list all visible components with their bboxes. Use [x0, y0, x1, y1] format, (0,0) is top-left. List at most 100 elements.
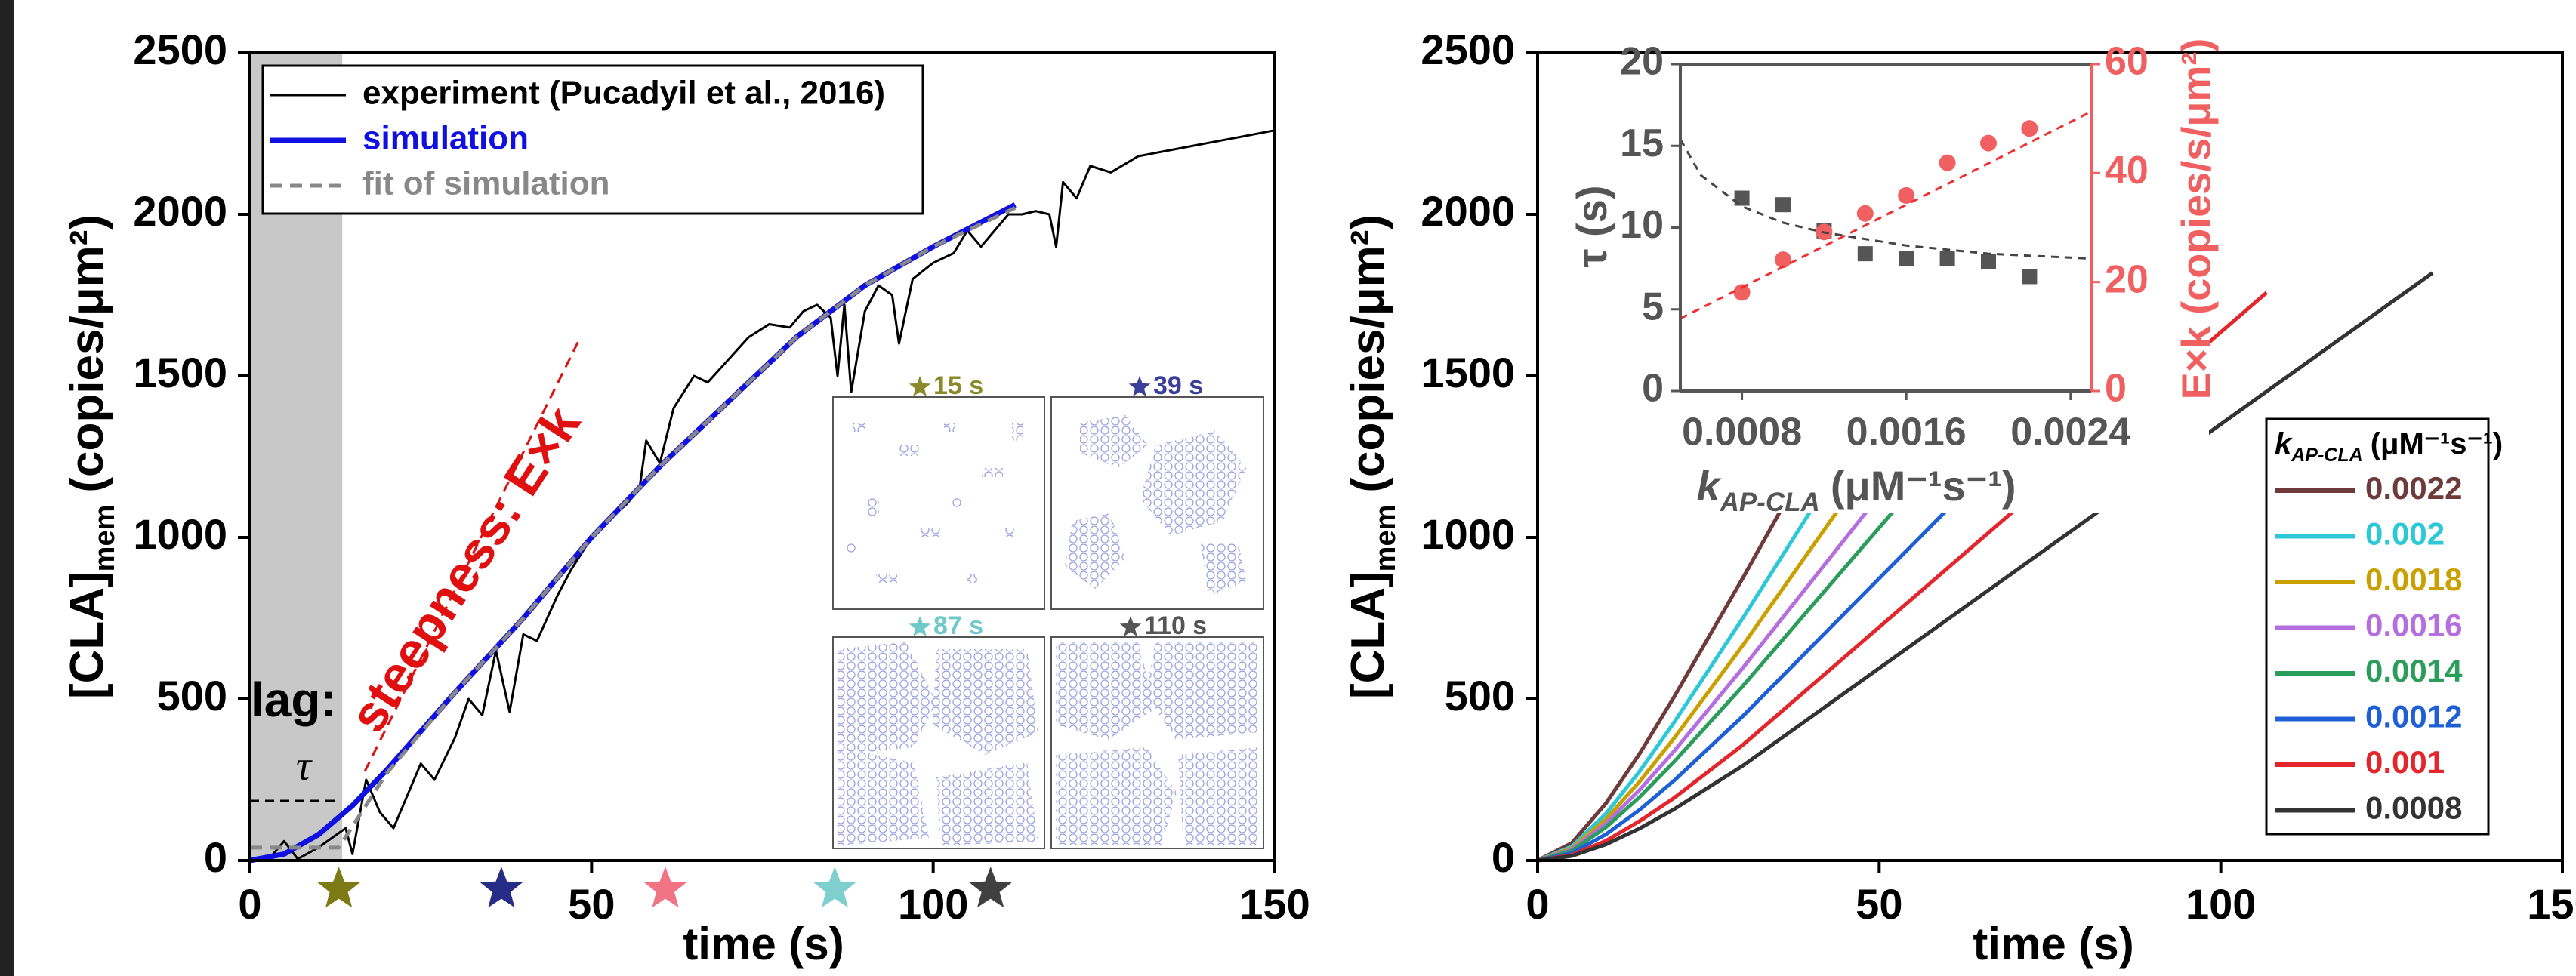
y-tick-label: 1000	[1421, 510, 1515, 558]
y2-axis-label: E×k (copies/s/μm²)	[2173, 38, 2219, 400]
time-marker	[317, 867, 361, 908]
tau-point	[1981, 254, 1996, 269]
rate-point	[1898, 186, 1915, 204]
rate-point	[1775, 251, 1791, 269]
label-sub: AP-CLA	[1720, 488, 1820, 517]
snapshot-content	[1056, 642, 1259, 845]
y-tick-label: 0	[1642, 367, 1664, 411]
tau-point	[1775, 197, 1791, 213]
steepness-label: steepness: E×k	[339, 396, 592, 742]
rate-point	[2021, 120, 2038, 137]
y-tick-label: 2500	[1421, 26, 1515, 73]
snapshot-label: 110 s	[1144, 611, 1207, 640]
tau-point	[1939, 251, 1955, 266]
rate-point	[1733, 284, 1751, 301]
tau-point	[1857, 246, 1873, 262]
snapshot-star	[909, 376, 931, 397]
window-edge	[0, 0, 14, 976]
x-tick-label: 100	[898, 880, 968, 928]
legend-label: 0.001	[2365, 744, 2445, 780]
x-tick-label: 150	[1239, 880, 1310, 928]
snapshot-panel	[832, 396, 1045, 610]
y-axis-label: τ (s)	[1568, 186, 1615, 268]
label-main: k	[2275, 427, 2293, 460]
y2-tick-label: 20	[2105, 257, 2149, 301]
x-tick-label: 0.0024	[2010, 411, 2130, 454]
legend-label: simulation	[362, 120, 529, 157]
label-unit: (copies/μm²)	[61, 214, 113, 493]
snapshot-label: 39 s	[1153, 371, 1203, 400]
rate-point	[1856, 205, 1874, 222]
x-axis-label: time (s)	[683, 919, 844, 969]
y-tick-label: 1000	[133, 510, 227, 558]
snapshot-content	[1065, 415, 1246, 596]
tau-point	[1899, 251, 1914, 266]
snapshot-star	[1128, 376, 1151, 397]
inset-background	[1618, 57, 2209, 513]
x-tick-label: 100	[2186, 880, 2256, 928]
y-tick-label: 15	[1620, 122, 1664, 165]
legend-frame	[261, 64, 924, 215]
legend-label: 0.0022	[2365, 470, 2462, 506]
legend-label: 0.0014	[2365, 653, 2463, 688]
legend-label: experiment (Pucadyil et al., 2016)	[362, 75, 885, 112]
axis-label: kAP-CLA (μM⁻¹s⁻¹)	[2275, 427, 2503, 466]
rate-point	[1939, 154, 1956, 171]
y-tick-label: 500	[157, 672, 227, 719]
y-tick-label: 500	[1445, 672, 1515, 719]
y-tick-label: 2500	[133, 26, 227, 73]
time-marker	[813, 867, 856, 908]
snapshot-content	[846, 423, 1023, 583]
data-line	[1536, 229, 1940, 863]
time-marker	[643, 867, 687, 908]
plot-frame	[248, 51, 1276, 862]
label-main: [CLA]	[61, 571, 113, 699]
legend-label: 0.0012	[2365, 699, 2462, 734]
snapshots: 15 s 39 s 87 s 110 s	[832, 371, 1264, 849]
tau-point	[1734, 190, 1750, 206]
snapshot-star	[1119, 616, 1142, 637]
rate-point	[1980, 134, 1997, 152]
data-line	[249, 129, 1276, 862]
legend-label: fit of simulation	[362, 165, 610, 202]
data-line	[250, 206, 1017, 850]
tau-label: τ	[296, 743, 313, 790]
axis-label: [CLA]mem (copies/μm²)	[1342, 214, 1402, 699]
time-marker	[969, 867, 1013, 908]
label-unit: (μM⁻¹s⁻¹)	[1831, 462, 2016, 510]
label-sub: AP-CLA	[2291, 445, 2362, 466]
tau-point	[2022, 269, 2038, 285]
snapshot-label: 87 s	[933, 611, 983, 640]
y-tick-label: 1500	[1421, 349, 1515, 396]
y-tick-label: 10	[1620, 203, 1664, 247]
snapshot-label: 15 s	[933, 371, 983, 400]
x-tick-label: 50	[1856, 880, 1902, 928]
y-tick-label: 5	[1642, 285, 1664, 328]
snapshot-content	[838, 642, 1038, 845]
legend-label: 0.0016	[2365, 608, 2462, 643]
fit-line	[1679, 138, 2092, 260]
y2-tick-label: 0	[2105, 367, 2127, 411]
label-sub: mem	[89, 505, 121, 572]
legend-label: 0.0008	[2365, 790, 2462, 826]
x-tick-label: 0.0016	[1846, 411, 1967, 454]
legend-label: 0.0018	[2365, 562, 2462, 597]
y-tick-label: 0	[1492, 833, 1515, 881]
x-tick-label: 50	[568, 880, 615, 928]
y-tick-label: 1500	[133, 349, 227, 396]
label-unit: (μM⁻¹s⁻¹)	[2371, 427, 2504, 460]
y-tick-label: 20	[1620, 40, 1664, 84]
plot-frame	[1536, 51, 2564, 862]
label-main: k	[1696, 462, 1722, 510]
snapshot-star	[909, 616, 931, 637]
y-tick-label: 2000	[1421, 187, 1515, 235]
steepness-line	[363, 340, 580, 772]
x-tick-label: 0.0008	[1682, 411, 1802, 454]
legend-label: 0.002	[2365, 516, 2445, 552]
label-unit: (copies/μm²)	[1342, 214, 1394, 493]
y-tick-label: 2000	[133, 187, 227, 235]
